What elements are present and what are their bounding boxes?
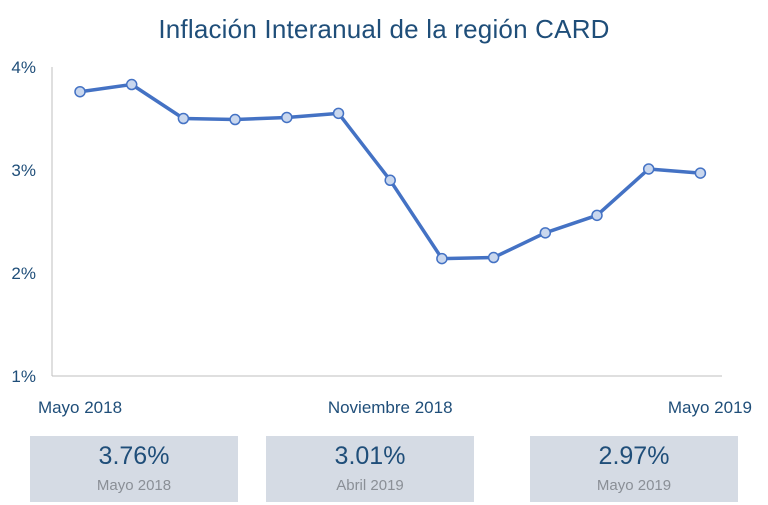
- summary-card-2: 3.01% Abril 2019: [266, 436, 474, 502]
- data-point: [384, 174, 396, 187]
- y-tick-label: 3%: [11, 161, 36, 180]
- x-tick-label: Mayo 2018: [38, 398, 122, 417]
- series-line: [79, 82, 701, 261]
- chart-axes: [51, 67, 722, 377]
- data-point: [487, 251, 500, 264]
- data-point: [125, 78, 138, 91]
- data-point: [642, 163, 655, 175]
- data-point: [539, 227, 552, 239]
- y-tick-labels: 1% 2% 3% 4%: [11, 58, 36, 386]
- chart-title: Inflación Interanual de la región CARD: [158, 14, 610, 44]
- x-tick-label: Mayo 2019: [668, 398, 752, 417]
- data-point: [436, 252, 448, 265]
- data-point: [332, 107, 345, 120]
- data-point: [281, 111, 293, 124]
- y-tick-label: 2%: [11, 264, 36, 283]
- x-tick-labels: Mayo 2018 Noviembre 2018 Mayo 2019: [38, 398, 752, 417]
- x-tick-label: Noviembre 2018: [328, 398, 453, 417]
- data-point: [177, 112, 190, 125]
- summary-value-3: 2.97%: [598, 442, 670, 470]
- y-tick-label: 4%: [11, 58, 36, 77]
- summary-label-2: Abril 2019: [336, 477, 404, 494]
- data-point: [694, 167, 707, 179]
- summary-label-3: Mayo 2019: [596, 477, 672, 494]
- summary-card-3: 2.97% Mayo 2019: [530, 436, 738, 502]
- data-point: [74, 85, 86, 98]
- data-point: [591, 209, 603, 222]
- summary-value-1: 3.76%: [98, 442, 170, 470]
- y-tick-label: 1%: [11, 367, 36, 386]
- series-points: [74, 78, 707, 265]
- data-point: [229, 113, 241, 126]
- line-chart: 1%2%3%4% Mayo 2018 Noviembre 2018 Mayo 201…: [11, 58, 752, 417]
- summary-label-1: Mayo 2018: [96, 477, 172, 494]
- summary-card-1: 3.76% Mayo 2018: [30, 436, 238, 502]
- summary-value-2: 3.01%: [334, 442, 406, 470]
